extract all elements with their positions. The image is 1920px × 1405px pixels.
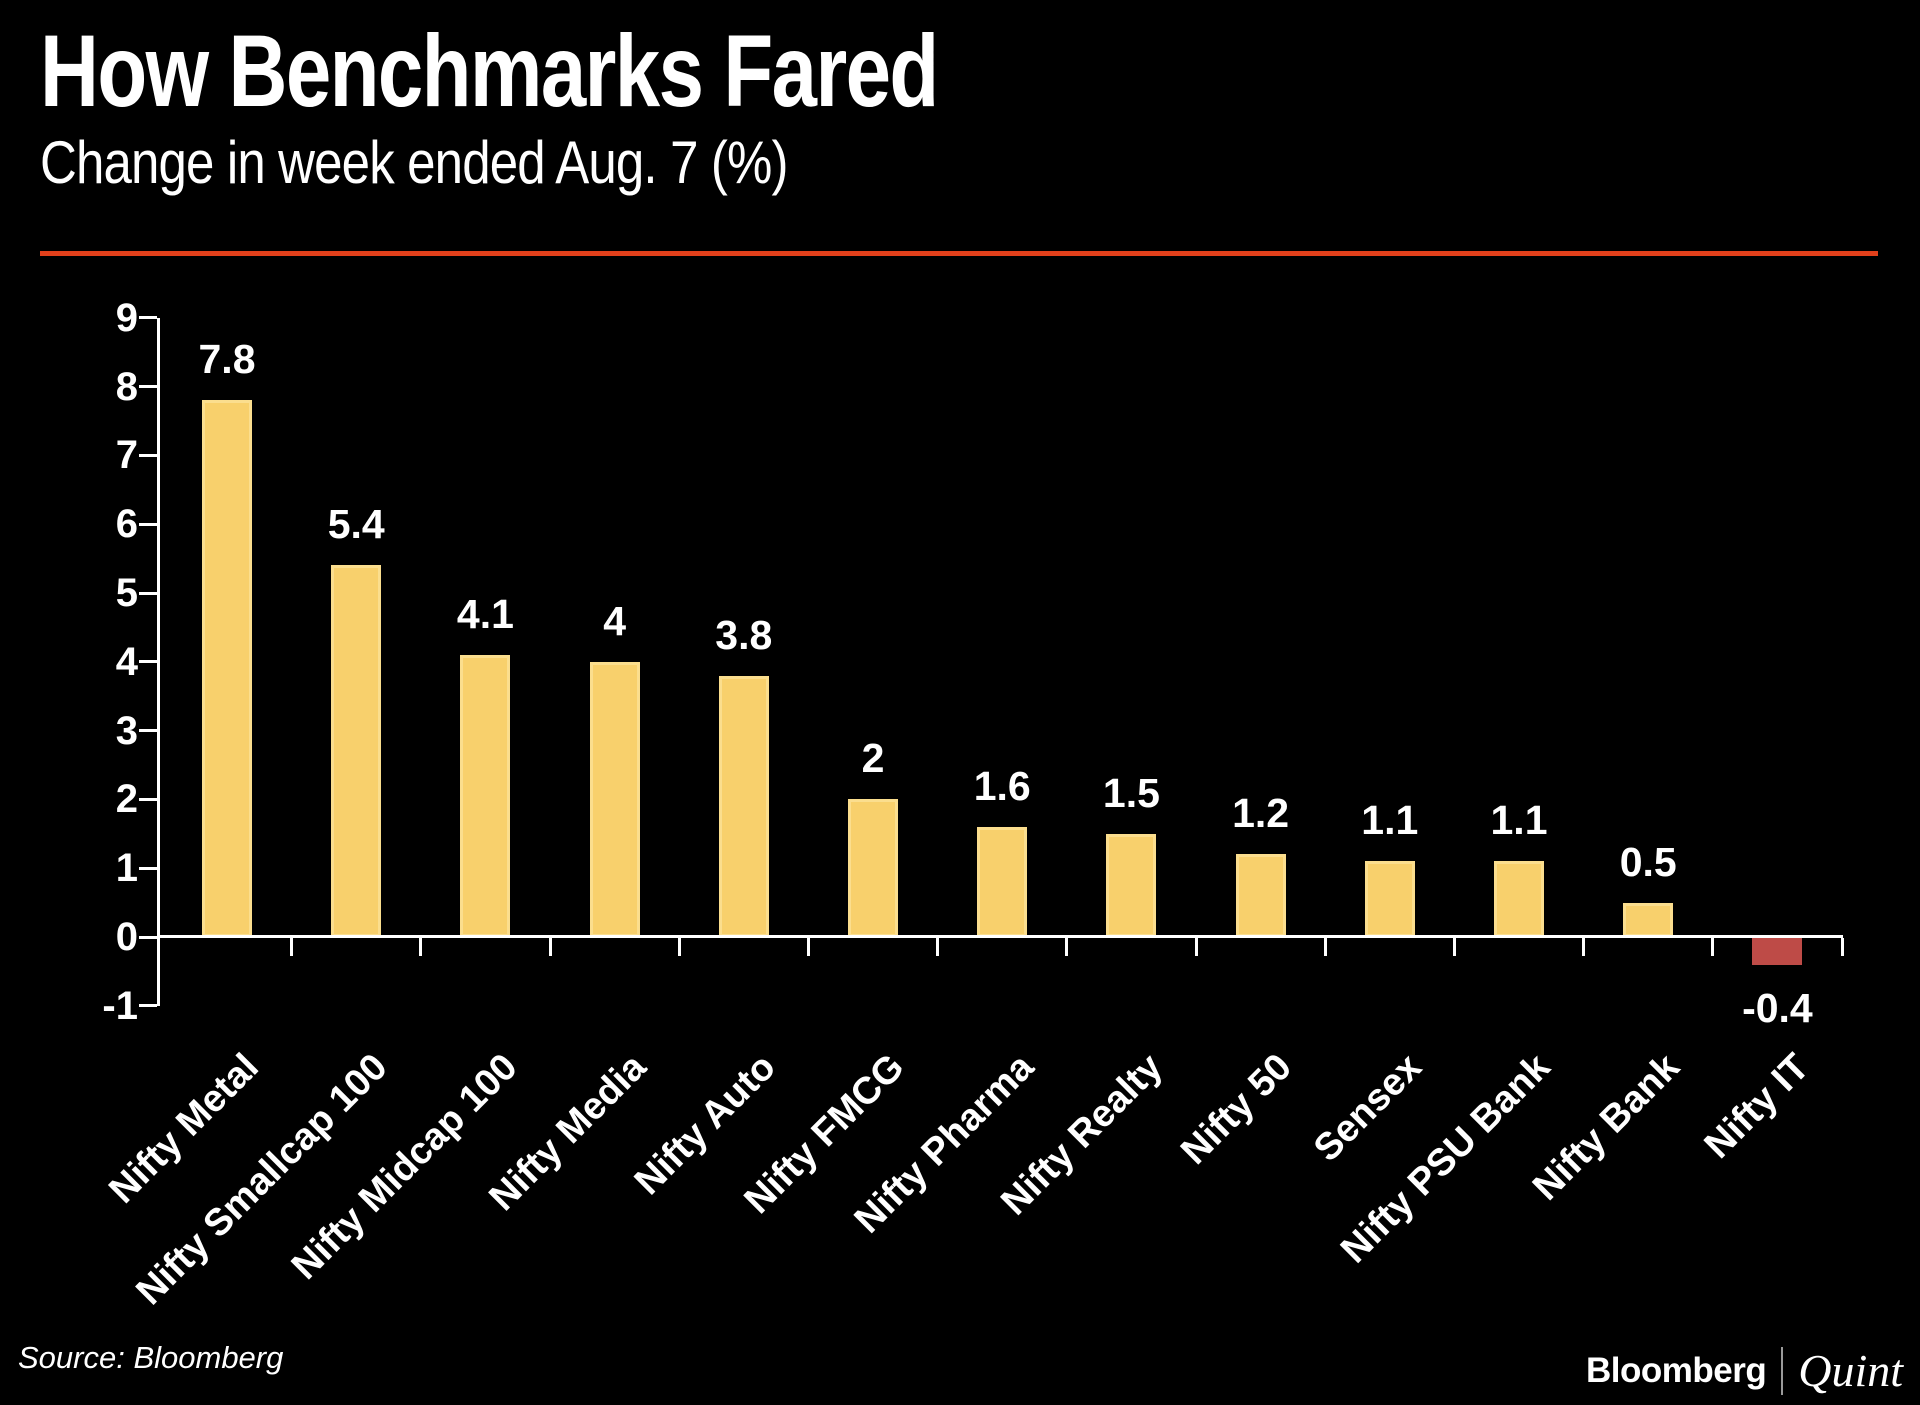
bar-nifty-50 xyxy=(1235,854,1286,937)
bar-nifty-bank xyxy=(1623,902,1674,937)
bar-value-label: -0.4 xyxy=(1742,984,1813,1031)
category-label: Sensex xyxy=(1305,1046,1430,1170)
brand-separator xyxy=(1781,1346,1784,1395)
y-axis-tick xyxy=(139,729,157,733)
category-label: Nifty Smallcap 100 xyxy=(128,1046,396,1314)
x-axis-tick xyxy=(419,938,423,956)
bar-nifty-it xyxy=(1752,937,1803,965)
bar-value-label: 3.8 xyxy=(715,611,773,658)
bar-nifty-auto xyxy=(718,675,769,937)
bar-value-label: 1.2 xyxy=(1232,790,1290,837)
chart-subtitle: Change in week ended Aug. 7 (%) xyxy=(40,129,789,196)
y-axis-tick xyxy=(139,316,157,320)
category-label: Nifty IT xyxy=(1696,1046,1818,1167)
accent-divider xyxy=(40,251,1878,256)
y-axis-tick-label: 2 xyxy=(115,777,138,822)
brand-logo: Bloomberg Quint xyxy=(1586,1344,1903,1397)
y-axis-tick-label: 0 xyxy=(115,915,138,959)
y-axis-tick xyxy=(139,935,157,939)
y-axis-tick-label: 7 xyxy=(115,433,138,478)
y-axis-tick xyxy=(139,522,157,526)
y-axis-tick xyxy=(139,453,157,457)
x-axis-tick xyxy=(936,938,940,956)
x-axis-tick xyxy=(1452,938,1456,956)
y-axis-tick xyxy=(139,660,157,664)
x-axis-line xyxy=(157,935,1843,938)
bar-nifty-realty xyxy=(1106,833,1157,937)
x-axis-tick xyxy=(677,938,681,956)
bar-value-label: 1.1 xyxy=(1490,797,1548,844)
y-axis-tick xyxy=(139,866,157,870)
x-axis-tick xyxy=(1711,938,1715,956)
y-axis-tick-label: 4 xyxy=(115,639,138,684)
y-axis-tick-label: 5 xyxy=(115,571,138,615)
bar-nifty-fmcg xyxy=(848,799,898,937)
bar-value-label: 1.6 xyxy=(973,762,1031,809)
y-axis-tick xyxy=(139,385,157,389)
source-note: Source: Bloomberg xyxy=(18,1340,284,1375)
x-axis-tick xyxy=(290,938,294,956)
y-axis-tick-label: 1 xyxy=(115,846,138,891)
x-axis-tick xyxy=(1194,938,1198,956)
bar-nifty-smallcap-100 xyxy=(331,565,382,937)
bar-value-label: 5.4 xyxy=(327,501,385,548)
y-axis-tick xyxy=(139,1004,157,1008)
x-axis-tick xyxy=(806,938,810,956)
y-axis-tick xyxy=(139,591,157,595)
y-axis-tick-label: 8 xyxy=(115,364,138,409)
y-axis-tick-label: 9 xyxy=(115,295,138,340)
y-axis-tick-label: 6 xyxy=(115,502,138,547)
bar-value-label: 2 xyxy=(861,735,885,782)
bar-value-label: 1.1 xyxy=(1361,797,1419,844)
brand-quint-wordmark: Quint xyxy=(1798,1345,1903,1396)
y-axis-tick xyxy=(139,797,157,801)
y-axis-tick-label: -1 xyxy=(102,983,138,1028)
bar-value-label: 0.5 xyxy=(1619,838,1677,885)
x-axis-tick xyxy=(1065,938,1069,956)
bar-nifty-psu-bank xyxy=(1494,861,1544,937)
bar-nifty-pharma xyxy=(977,826,1028,937)
x-axis-tick xyxy=(548,938,552,956)
bar-value-label: 1.5 xyxy=(1102,769,1160,816)
category-label: Nifty Midcap 100 xyxy=(283,1046,526,1288)
bar-nifty-metal xyxy=(202,400,252,937)
bar-nifty-midcap-100 xyxy=(460,654,511,937)
x-axis-tick xyxy=(1841,938,1844,956)
brand-bloomberg-wordmark: Bloomberg xyxy=(1585,1350,1767,1390)
category-label: Nifty 50 xyxy=(1173,1046,1301,1173)
bar-nifty-media xyxy=(589,661,640,937)
y-axis-tick-label: 3 xyxy=(115,708,138,753)
bar-value-label: 4.1 xyxy=(456,590,514,637)
bar-sensex xyxy=(1364,861,1415,937)
bar-value-label: 4 xyxy=(603,597,626,644)
chart-title: How Benchmarks Fared xyxy=(40,14,939,128)
y-axis-line xyxy=(157,318,160,1006)
bar-value-label: 7.8 xyxy=(198,336,256,383)
x-axis-tick xyxy=(1582,938,1586,956)
x-axis-tick xyxy=(1323,938,1327,956)
